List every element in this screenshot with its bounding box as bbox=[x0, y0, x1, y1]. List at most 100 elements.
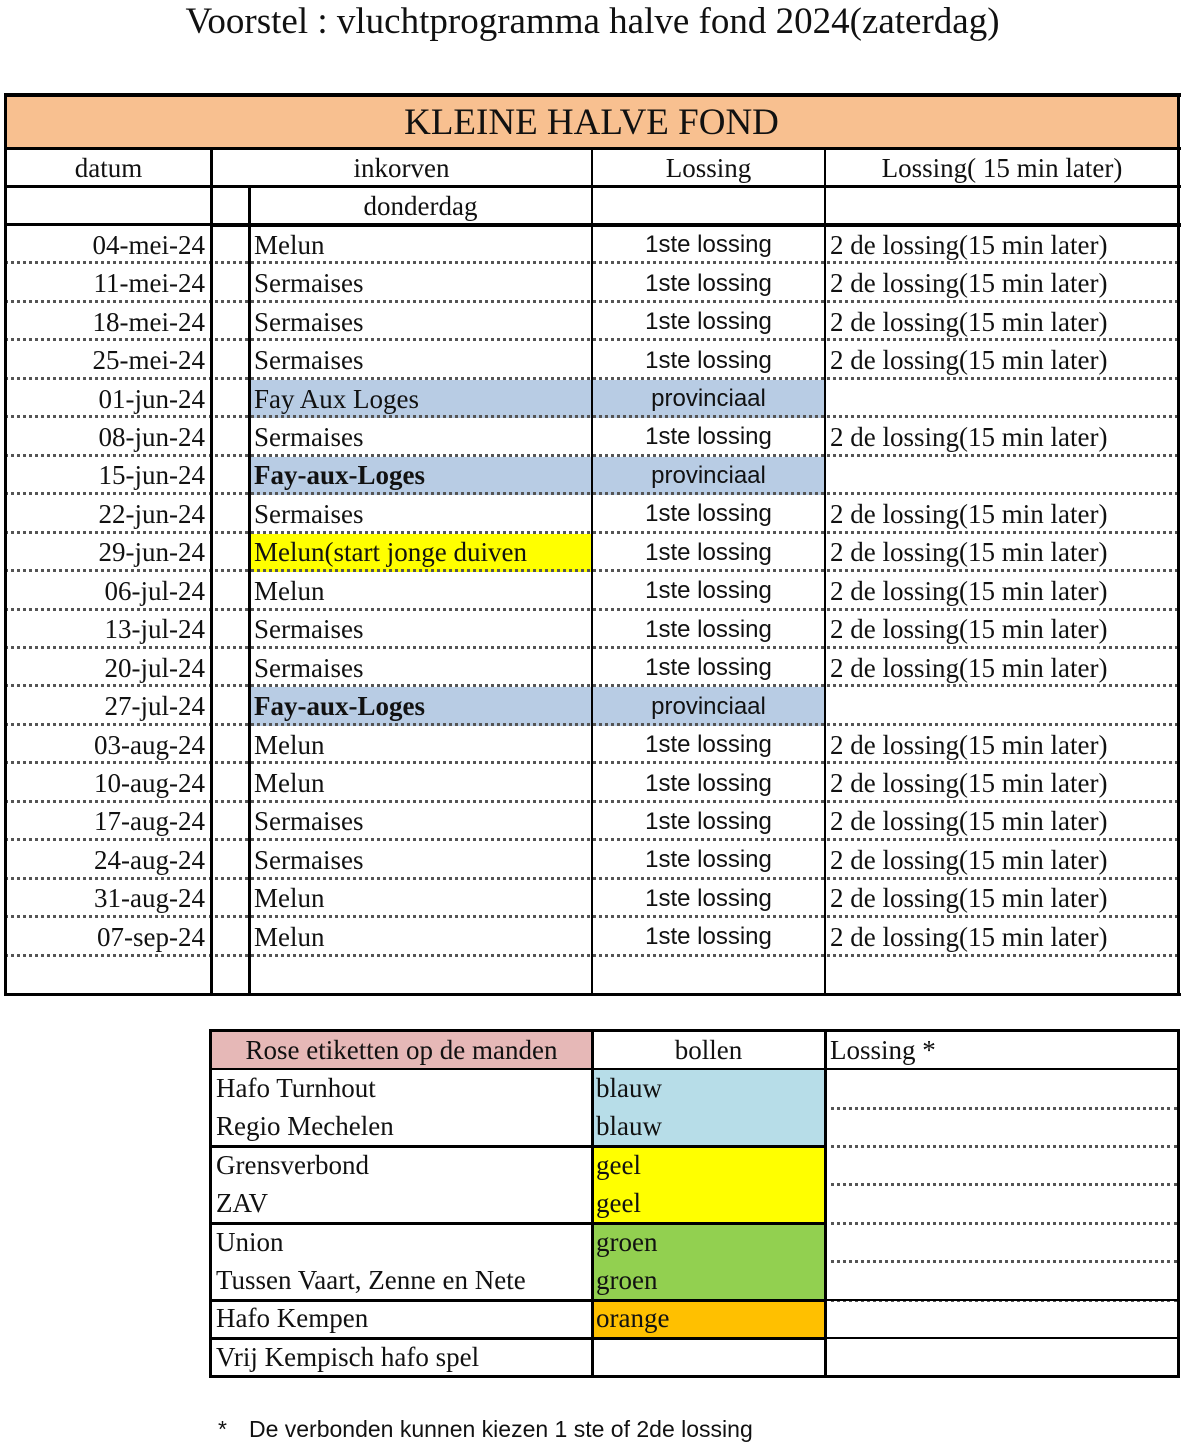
row-lossing: 1ste lossing bbox=[645, 769, 772, 797]
grid-line bbox=[210, 147, 213, 996]
row-lossing: provinciaal bbox=[651, 461, 766, 489]
header-lossing-later: Lossing( 15 min later) bbox=[881, 152, 1123, 183]
row-location: Sermaises bbox=[254, 652, 364, 683]
grid-line bbox=[5, 993, 1181, 996]
row-date: 31-aug-24 bbox=[94, 883, 205, 914]
grid-line bbox=[210, 1029, 1180, 1032]
grid-line bbox=[5, 147, 1181, 150]
row-lossing-later: 2 de lossing(15 min later) bbox=[830, 345, 1108, 376]
row-location: Fay-aux-Loges bbox=[254, 460, 425, 491]
row-lossing: 1ste lossing bbox=[645, 654, 772, 682]
row-location: Sermaises bbox=[254, 421, 364, 452]
row-lossing: 1ste lossing bbox=[645, 846, 772, 874]
row-date: 15-jun-24 bbox=[98, 460, 205, 491]
row-highlight bbox=[248, 379, 824, 419]
row-date: 13-jul-24 bbox=[104, 614, 206, 645]
row-location: Melun bbox=[254, 575, 325, 606]
row-date: 03-aug-24 bbox=[94, 729, 205, 760]
header-donderdag: donderdag bbox=[363, 190, 478, 221]
row-date: 22-jun-24 bbox=[98, 498, 205, 529]
grid-line bbox=[210, 1337, 824, 1341]
grid-line bbox=[591, 1029, 594, 1378]
page-title: Voorstel : vluchtprogramma halve fond 20… bbox=[185, 1, 1000, 42]
row-lossing: 1ste lossing bbox=[645, 269, 772, 297]
row-lossing: 1ste lossing bbox=[645, 615, 772, 643]
row-lossing: 1ste lossing bbox=[645, 923, 772, 951]
row-federation: ZAV bbox=[216, 1188, 269, 1219]
row-date: 20-jul-24 bbox=[104, 652, 206, 683]
row-federation: Tussen Vaart, Zenne en Nete bbox=[216, 1265, 526, 1296]
row-lossing: 1ste lossing bbox=[645, 231, 772, 259]
row-lossing: 1ste lossing bbox=[645, 308, 772, 336]
row-lossing-later: 2 de lossing(15 min later) bbox=[830, 883, 1108, 914]
row-lossing: 1ste lossing bbox=[645, 884, 772, 912]
header-inkorven: inkorven bbox=[353, 152, 450, 183]
row-federation: Regio Mechelen bbox=[216, 1111, 394, 1142]
row-date: 07-sep-24 bbox=[97, 921, 205, 952]
header-lossing: Lossing bbox=[665, 152, 752, 183]
grid-line bbox=[210, 1298, 824, 1302]
row-location: Melun(start jonge duiven bbox=[248, 533, 591, 573]
row-ball-color: blauw bbox=[591, 1107, 824, 1147]
row-federation: Hafo Turnhout bbox=[216, 1073, 376, 1104]
grid-line bbox=[5, 185, 1181, 188]
row-ball-color: groen bbox=[591, 1261, 824, 1300]
footnote: * De verbonden kunnen kiezen 1 ste of 2de… bbox=[218, 1416, 753, 1443]
row-lossing: 1ste lossing bbox=[645, 423, 772, 451]
row-date: 10-aug-24 bbox=[94, 768, 205, 799]
row-location: Melun bbox=[254, 883, 325, 914]
row-lossing: 1ste lossing bbox=[645, 538, 772, 566]
row-federation: Grensverbond bbox=[216, 1149, 369, 1180]
row-federation: Vrij Kempisch hafo spel bbox=[216, 1341, 480, 1372]
row-federation: Hafo Kempen bbox=[216, 1303, 369, 1334]
row-lossing-later: 2 de lossing(15 min later) bbox=[830, 537, 1108, 568]
grid-line bbox=[209, 1029, 212, 1378]
grid-line bbox=[824, 1298, 1177, 1301]
row-separator bbox=[824, 1183, 1177, 1187]
grid-line bbox=[5, 93, 1181, 97]
row-location: Sermaises bbox=[254, 498, 364, 529]
grid-line bbox=[210, 1374, 1180, 1378]
row-location: Melun bbox=[254, 921, 325, 952]
row-lossing-later: 2 de lossing(15 min later) bbox=[830, 614, 1108, 645]
grid-line bbox=[1177, 1029, 1180, 1378]
grid-line bbox=[4, 93, 7, 996]
header-lossing-choice: Lossing * bbox=[830, 1034, 936, 1065]
row-lossing: provinciaal bbox=[651, 692, 766, 720]
grid-line bbox=[824, 1337, 1177, 1340]
row-date: 25-mei-24 bbox=[92, 345, 205, 376]
row-date: 04-mei-24 bbox=[92, 229, 205, 260]
row-separator bbox=[824, 1106, 1177, 1110]
grid-line bbox=[248, 185, 251, 996]
row-location: Fay-aux-Loges bbox=[254, 691, 425, 722]
grid-line bbox=[210, 1068, 1180, 1071]
row-location: Sermaises bbox=[254, 844, 364, 875]
row-lossing-later: 2 de lossing(15 min later) bbox=[830, 768, 1108, 799]
row-date: 29-jun-24 bbox=[98, 537, 205, 568]
row-lossing-later: 2 de lossing(15 min later) bbox=[830, 844, 1108, 875]
row-lossing-later: 2 de lossing(15 min later) bbox=[830, 575, 1108, 606]
row-lossing-later: 2 de lossing(15 min later) bbox=[830, 921, 1108, 952]
row-lossing: 1ste lossing bbox=[645, 807, 772, 835]
row-lossing-later: 2 de lossing(15 min later) bbox=[830, 806, 1108, 837]
row-lossing-later: 2 de lossing(15 min later) bbox=[830, 498, 1108, 529]
row-location: Sermaises bbox=[254, 268, 364, 299]
row-ball-color: groen bbox=[591, 1223, 824, 1262]
row-federation: Union bbox=[216, 1226, 284, 1257]
grid-line bbox=[210, 1222, 824, 1225]
row-ball-color bbox=[591, 1338, 824, 1376]
row-highlight bbox=[248, 687, 824, 726]
row-lossing-later: 2 de lossing(15 min later) bbox=[830, 268, 1108, 299]
row-location: Sermaises bbox=[254, 806, 364, 837]
row-date: 24-aug-24 bbox=[94, 844, 205, 875]
banner-title: KLEINE HALVE FOND bbox=[5, 96, 1178, 149]
row-lossing: 1ste lossing bbox=[645, 577, 772, 605]
row-location: Sermaises bbox=[254, 614, 364, 645]
row-ball-color: geel bbox=[591, 1184, 824, 1223]
grid-line bbox=[591, 147, 593, 996]
row-date: 27-jul-24 bbox=[104, 691, 206, 722]
row-date: 17-aug-24 bbox=[94, 806, 205, 837]
grid-line bbox=[5, 223, 1181, 226]
row-lossing-later: 2 de lossing(15 min later) bbox=[830, 729, 1108, 760]
row-lossing-later: 2 de lossing(15 min later) bbox=[830, 652, 1108, 683]
